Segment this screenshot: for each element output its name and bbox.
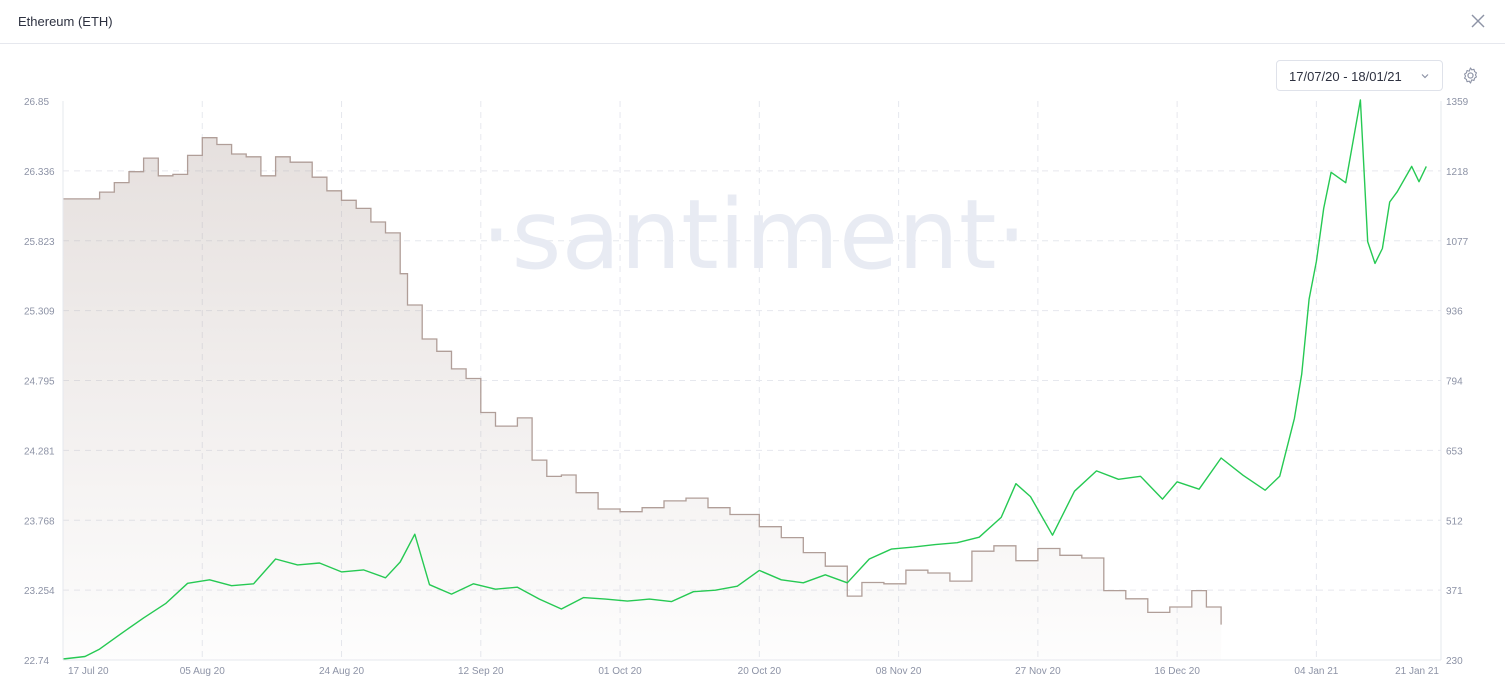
gear-icon[interactable] [1461,66,1480,85]
y-right-tick-label: 1359 [1446,97,1469,108]
y-right-tick-label: 653 [1446,446,1463,457]
y-right-tick-label: 1077 [1446,237,1469,248]
y-left-tick-label: 26.336 [24,167,55,178]
date-range-label: 17/07/20 - 18/01/21 [1289,69,1402,84]
close-icon[interactable] [1469,12,1487,30]
x-tick-label: 21 Jan 21 [1395,666,1439,677]
y-left-tick-label: 23.768 [24,516,55,527]
y-right-tick-label: 230 [1446,656,1463,667]
y-right-tick-label: 1218 [1446,167,1469,178]
series-line-left [63,137,1222,625]
y-left-tick-label: 25.309 [24,307,55,318]
y-left-tick-label: 24.281 [24,446,55,457]
window-title: Ethereum (ETH) [18,14,113,29]
x-tick-label: 08 Nov 20 [876,666,922,677]
x-tick-label: 01 Oct 20 [598,666,642,677]
y-left-tick-label: 26.85 [24,97,49,108]
y-left-tick-label: 23.254 [24,586,55,597]
x-tick-label: 05 Aug 20 [180,666,225,677]
x-tick-label: 16 Dec 20 [1154,666,1200,677]
x-tick-label: 24 Aug 20 [319,666,364,677]
title-bar: Ethereum (ETH) [0,0,1505,44]
santiment-watermark: ·santiment· [481,179,1027,291]
y-right-tick-label: 794 [1446,377,1463,388]
chevron-down-icon [1421,74,1429,79]
x-tick-label: 20 Oct 20 [738,666,782,677]
y-left-tick-label: 25.823 [24,237,55,248]
series-group [62,99,1427,660]
x-tick-label: 17 Jul 20 [68,666,109,677]
y-left-tick-label: 24.795 [24,377,55,388]
y-right-tick-label: 512 [1446,516,1463,527]
y-right-tick-label: 371 [1446,586,1463,597]
axes: 26.85 26.336 25.823 25.309 24.795 24.281 23.76… [24,97,1469,677]
y-left-tick-label: 22.74 [24,656,49,667]
x-tick-label: 04 Jan 21 [1294,666,1338,677]
x-tick-label: 27 Nov 20 [1015,666,1061,677]
y-right-tick-label: 936 [1446,307,1463,318]
series-area-fill [63,137,1222,660]
x-tick-label: 12 Sep 20 [458,666,504,677]
series-line-right [62,99,1427,660]
date-range-picker[interactable]: 17/07/20 - 18/01/21 [1276,60,1443,91]
